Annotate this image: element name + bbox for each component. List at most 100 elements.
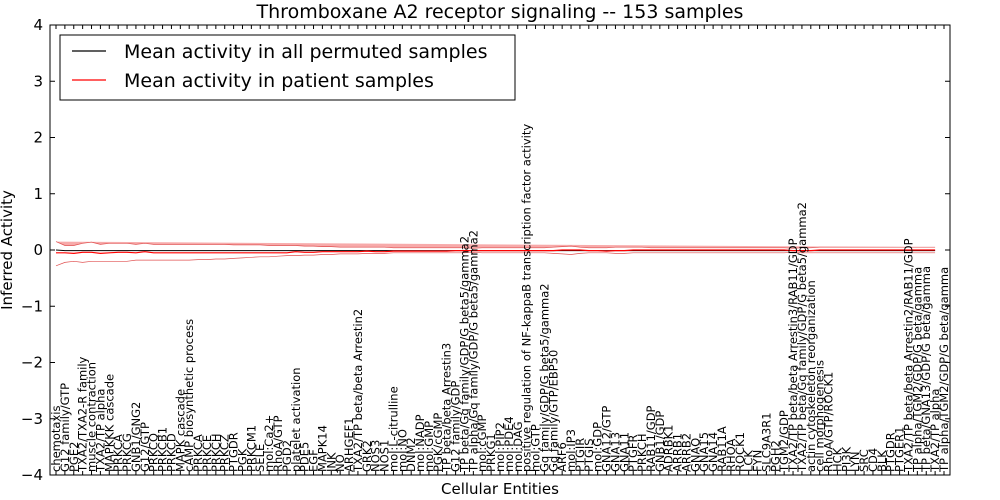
legend-label-patient: Mean activity in patient samples xyxy=(124,70,434,92)
x-tick-label: MAPK cascade xyxy=(173,389,187,472)
x-tick-label: PTGIS xyxy=(582,438,596,472)
x-tick-label: TGM2/GDP xyxy=(777,410,791,473)
x-tick-label: cell morphogenesis xyxy=(813,360,827,472)
x-tick-label: JNK xyxy=(324,452,338,473)
x-tick-label: PRKCD xyxy=(164,433,178,472)
x-tick-label: ARHGEF1 xyxy=(342,417,356,472)
x-tick-label: DNM2 xyxy=(404,437,418,472)
x-tick-label: PTGIR xyxy=(573,438,587,472)
x-tick-label: actin cytoskeleton reorganization xyxy=(804,280,818,472)
legend: Mean activity in all permuted samples Me… xyxy=(59,34,516,101)
x-tick-label: TXA2/TP beta/beta Arrestin2/RAB11/GDP xyxy=(902,238,916,473)
x-tick-label: SLC9A3R1 xyxy=(759,412,773,472)
x-tick-label: GNA13 xyxy=(608,432,622,472)
x-tick-label: GNA14 xyxy=(706,432,720,472)
x-tick-label: positive regulation of NF-kappaB transcr… xyxy=(520,124,534,472)
legend-frame xyxy=(59,34,516,101)
x-tick-label: GNB1/GDP xyxy=(653,411,667,472)
x-tick-label: PRKCM1 xyxy=(244,425,258,472)
x-tick-label: mol:GTP xyxy=(529,424,543,472)
x-tick-label: SELE xyxy=(253,444,267,472)
x-tick-label: GNB1/GNG2 xyxy=(129,402,143,472)
x-tick-label: PTGFR xyxy=(626,435,640,472)
x-tick-label: TP alpha/Gq family/GDP/G beta5/gamma2 xyxy=(466,230,480,473)
x-tick-label: PGK xyxy=(236,448,250,472)
x-tick-label: RHOA xyxy=(724,439,738,472)
x-tick-label: chemotaxis xyxy=(49,406,63,472)
x-tick-label: MAPK14 xyxy=(315,425,329,472)
x-tick-label: TXA2/TP beta/Gq family/GDP/G beta5/gamma… xyxy=(795,202,809,473)
x-tick-label: SRC xyxy=(857,449,871,472)
x-tick-label: PI3K xyxy=(839,446,853,472)
x-tick-label: TXA2/TP beta/beta Arrestin3/RAB11/GDP xyxy=(786,238,800,473)
x-tick-label: PTGER1 xyxy=(893,427,907,472)
x-tick-label: RhoA/GTP xyxy=(271,415,285,472)
x-tick-label: TXA2/TP alpha xyxy=(928,389,942,473)
x-tick-label: cAMP biosynthetic process xyxy=(182,319,196,472)
patient-band xyxy=(56,241,936,249)
x-tick-label: LCK xyxy=(742,450,756,472)
y-tick-label: 1 xyxy=(33,185,43,203)
x-tick-label: PTGDR xyxy=(884,432,898,472)
x-tick-label: PTGDR xyxy=(227,432,241,472)
x-tick-label: G12/GTP xyxy=(138,422,152,472)
series-line-patient xyxy=(56,249,936,255)
x-tick-label: mol:DAG xyxy=(511,421,525,472)
x-tick-label: mol:GMP xyxy=(422,421,436,472)
x-tick-label: PRKCQ xyxy=(147,433,161,472)
x-tick-label: PRKCB1 xyxy=(156,427,170,472)
patient-band-upper xyxy=(55,241,936,249)
x-tick-label: Gq family/GTP/EBP50 xyxy=(546,350,560,472)
x-tick-label: PGD2 xyxy=(280,440,294,472)
x-tick-label: PGK/cGMP xyxy=(431,413,445,472)
x-tick-label: platelet activation xyxy=(289,367,303,472)
x-tick-label: LYN xyxy=(848,451,862,472)
x-tick-label: mol:PIP2 xyxy=(493,422,507,472)
x-tick-label: PRKCE xyxy=(200,435,214,472)
x-tick-label: PRKCA xyxy=(111,434,125,472)
patient-band-lower xyxy=(55,251,936,267)
x-tick-label: FYN xyxy=(751,450,765,472)
x-tick-label: RAB11A xyxy=(715,426,729,472)
x-tick-label: Gq family/GDP/G beta5/gamma2 xyxy=(537,283,551,472)
x-tick-label: PRKCH xyxy=(635,433,649,472)
x-tick-label: TXA2/TP alpha xyxy=(93,389,107,473)
x-tick-label: ADRBK1 xyxy=(662,425,676,472)
x-tick-label: TP alpha/TGM2/GDP/G beta/gamma xyxy=(937,267,951,473)
y-tick-label: −2 xyxy=(21,354,43,372)
x-tick-label: mol:PDE4 xyxy=(502,416,516,472)
y-tick-label: −3 xyxy=(21,410,43,428)
x-tick-label: PRKCH xyxy=(209,433,223,472)
x-tick-label: TP beta/Gq family/GDP/G beta5/gamma2 xyxy=(458,236,472,473)
x-tick-label: TP alpha/TGM2/GDP/G beta/gamma xyxy=(910,267,924,473)
x-tick-label: EGF xyxy=(307,449,321,472)
y-tick-label: −4 xyxy=(21,466,43,484)
x-tick-label: TP beta/GNA13/GDP/G beta/gamma xyxy=(919,266,933,473)
x-tick-label: TXA2/TP beta/beta Arrestin2 xyxy=(351,309,365,473)
y-tick-label: 4 xyxy=(33,16,43,34)
x-tick-label: mol:Ca2+ xyxy=(262,415,276,472)
x-tick-label: G12 family/GDP xyxy=(449,381,463,472)
x-tick-label: NOS3 xyxy=(369,440,383,472)
x-tick-label: PRKCZ xyxy=(218,434,232,472)
x-tick-label: NO xyxy=(333,454,347,472)
y-tick-label: 3 xyxy=(33,72,43,90)
x-tick-label: GNA15 xyxy=(697,432,711,472)
x-tick-label: PGE2 xyxy=(67,442,81,472)
x-tick-label: NOS1 xyxy=(378,440,392,472)
x-tick-label: TXA2/TXA2-R family xyxy=(76,356,90,473)
x-tick-label: mol:GDP xyxy=(591,422,605,472)
x-tick-label: muscle contraction xyxy=(85,362,99,472)
x-tick-label: PDE5 xyxy=(298,442,312,472)
x-tick-label: RAB11/GDP xyxy=(644,405,658,472)
x-tick-label: BLK xyxy=(875,450,889,472)
x-tick-label: mol:L-citrulline xyxy=(386,386,400,472)
x-tick-label: mol:NO xyxy=(395,429,409,472)
x-axis-label: Cellular Entities xyxy=(441,480,559,498)
x-tick-label: PRKCA xyxy=(191,434,205,472)
y-axis-label: Inferred Activity xyxy=(0,190,16,310)
x-tick-label: mol:cGMP xyxy=(475,415,489,472)
x-tick-label: G12 family/GTP xyxy=(58,383,72,472)
x-tick-label: TP beta/beta Arrestin3 xyxy=(440,343,454,473)
